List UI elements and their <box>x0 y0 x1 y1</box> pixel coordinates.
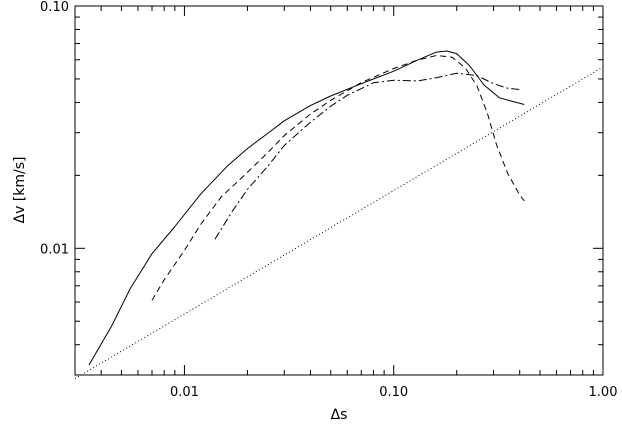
series-line-dash-dot <box>214 72 520 240</box>
x-tick-label: 0.01 <box>170 385 199 400</box>
y-axis-label: Δv [km/s] <box>12 157 28 224</box>
series-line-solid <box>88 50 525 366</box>
x-tick-label: 1.00 <box>589 385 618 400</box>
x-tick-label: 0.10 <box>379 385 408 400</box>
series <box>74 50 604 380</box>
plot-frame <box>74 5 604 376</box>
tick-labels: 0.01 0.10 1.00 0.01 0.10 <box>40 0 617 400</box>
series-line-dotted <box>74 66 604 380</box>
series-line-dashed <box>151 55 525 301</box>
x-axis-label: Δs <box>331 407 348 423</box>
y-tick-label: 0.10 <box>40 0 69 15</box>
ticks <box>74 5 604 376</box>
y-tick-label: 0.01 <box>40 242 69 257</box>
